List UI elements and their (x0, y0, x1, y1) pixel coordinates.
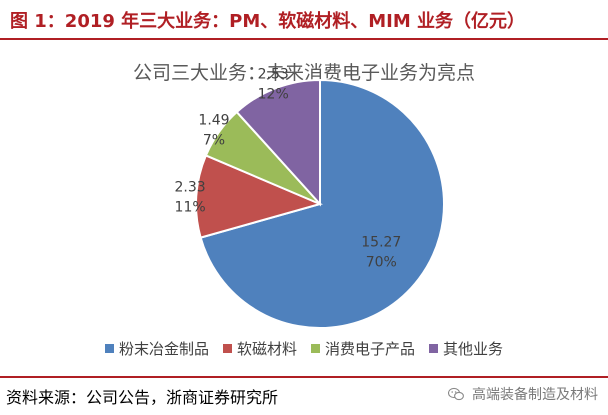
legend-item: 粉末冶金制品 (104, 338, 209, 359)
legend-swatch (429, 344, 439, 353)
figure-title: 图 1：2019 年三大业务：PM、软磁材料、MIM 业务（亿元） (10, 11, 526, 32)
legend-item: 消费电子产品 (311, 338, 415, 359)
pie-slice (235, 78, 321, 207)
slice-value-label: 2.53 (258, 67, 289, 83)
slice-label: 2.33 11% (175, 180, 206, 216)
slice-label: 2.53 12% (258, 67, 289, 103)
legend-label: 消费电子产品 (325, 340, 416, 358)
legend-label: 粉末冶金制品 (118, 340, 209, 358)
legend-label: 其他业务 (443, 340, 504, 358)
legend-swatch (311, 344, 320, 353)
figure-footer: 资料来源：公司公告，浙商证券研究所 高端装备制造及材料 (0, 376, 608, 415)
chart-title: 公司三大业务：未来消费电子业务为亮点 (132, 62, 475, 84)
slice-value-label: 2.33 (175, 180, 206, 196)
slice-percent-label: 11% (175, 200, 206, 216)
slice-value-label: 1.49 (198, 113, 229, 129)
slice-label: 1.49 7% (198, 113, 229, 149)
legend-swatch (222, 344, 232, 353)
slice-value-label: 15.27 (361, 234, 401, 250)
wechat-icon (447, 387, 464, 401)
watermark-text: 高端装备制造及材料 (472, 387, 598, 403)
source-note: 资料来源：公司公告，浙商证券研究所 (6, 388, 279, 407)
legend-item: 其他业务 (429, 338, 503, 359)
legend-item: 软磁材料 (222, 338, 297, 359)
pie-slice (195, 154, 324, 239)
slice-percent-label: 70% (366, 254, 397, 270)
chart-legend: 粉末冶金制品 软磁材料 消费电子产品 其他业务 (0, 338, 608, 359)
pie-chart: 15.27 70% 2.33 11% 1.49 7% 2.53 12% (175, 67, 445, 329)
watermark: 高端装备制造及材料 (447, 384, 598, 404)
slice-percent-label: 12% (258, 87, 289, 103)
legend-label: 软磁材料 (236, 340, 297, 358)
figure-header: 图 1：2019 年三大业务：PM、软磁材料、MIM 业务（亿元） (0, 0, 608, 40)
chart-area: 公司三大业务：未来消费电子业务为亮点 15.27 70% 2.33 11% 1.49 7%… (0, 40, 608, 365)
slice-label: 15.27 70% (361, 234, 401, 270)
legend-swatch (104, 344, 114, 353)
slice-percent-label: 7% (203, 133, 225, 149)
